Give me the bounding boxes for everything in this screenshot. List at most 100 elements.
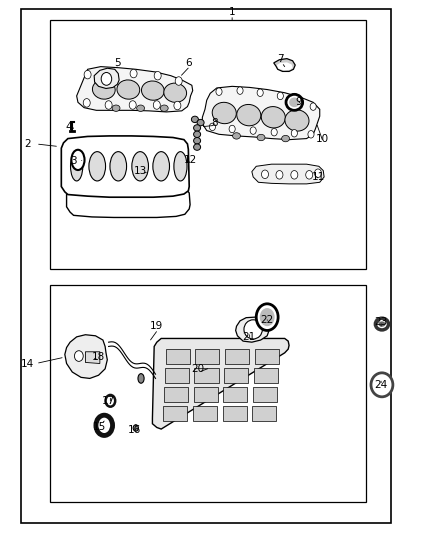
Circle shape: [229, 125, 235, 133]
Circle shape: [133, 425, 138, 431]
Ellipse shape: [174, 152, 187, 181]
Polygon shape: [61, 136, 189, 197]
Circle shape: [310, 103, 316, 110]
Text: 16: 16: [128, 425, 141, 434]
Ellipse shape: [92, 80, 115, 99]
Text: 13: 13: [134, 166, 147, 175]
Polygon shape: [194, 368, 219, 383]
Polygon shape: [202, 86, 320, 140]
Bar: [50, 285, 366, 502]
Ellipse shape: [256, 304, 278, 330]
Text: 12: 12: [184, 155, 197, 165]
Polygon shape: [67, 187, 190, 217]
Circle shape: [154, 71, 161, 80]
Polygon shape: [223, 406, 247, 421]
Ellipse shape: [153, 152, 170, 181]
Text: 17: 17: [102, 396, 115, 406]
Ellipse shape: [285, 110, 309, 131]
Circle shape: [209, 123, 215, 131]
Ellipse shape: [371, 373, 393, 397]
Ellipse shape: [257, 134, 265, 141]
Polygon shape: [165, 368, 189, 383]
Circle shape: [261, 170, 268, 179]
Text: 22: 22: [261, 315, 274, 325]
Circle shape: [306, 171, 313, 179]
Ellipse shape: [237, 104, 261, 126]
Text: 24: 24: [374, 380, 388, 390]
Circle shape: [129, 101, 136, 109]
Ellipse shape: [289, 98, 300, 107]
Polygon shape: [223, 387, 247, 402]
Ellipse shape: [233, 133, 240, 139]
Polygon shape: [193, 406, 217, 421]
Circle shape: [74, 351, 83, 361]
Text: 18: 18: [92, 352, 105, 362]
Circle shape: [271, 128, 277, 136]
Circle shape: [105, 101, 112, 109]
Circle shape: [153, 101, 160, 109]
Polygon shape: [94, 68, 119, 88]
Ellipse shape: [282, 135, 290, 142]
Ellipse shape: [378, 321, 385, 327]
Polygon shape: [252, 164, 324, 184]
Text: 8: 8: [211, 118, 218, 127]
Polygon shape: [195, 349, 219, 364]
Circle shape: [291, 130, 297, 137]
Circle shape: [174, 101, 181, 110]
Polygon shape: [224, 368, 248, 383]
Circle shape: [257, 89, 263, 96]
Ellipse shape: [89, 152, 106, 181]
Text: 5: 5: [114, 58, 121, 68]
Circle shape: [84, 70, 91, 79]
Ellipse shape: [138, 374, 144, 383]
Circle shape: [216, 88, 222, 95]
Ellipse shape: [261, 107, 285, 128]
Ellipse shape: [212, 102, 236, 124]
Bar: [21, 9, 391, 523]
Text: 2: 2: [24, 139, 31, 149]
Text: 20: 20: [191, 364, 205, 374]
Polygon shape: [277, 62, 293, 70]
Circle shape: [101, 72, 112, 85]
Text: 19: 19: [150, 321, 163, 331]
Ellipse shape: [194, 144, 201, 150]
Ellipse shape: [164, 83, 187, 102]
Polygon shape: [85, 352, 100, 364]
Circle shape: [175, 77, 182, 85]
Polygon shape: [152, 338, 289, 429]
Text: 4: 4: [66, 122, 73, 132]
Circle shape: [314, 169, 321, 177]
Polygon shape: [77, 67, 193, 112]
Text: 21: 21: [242, 332, 255, 342]
Text: 6: 6: [185, 58, 192, 68]
Ellipse shape: [71, 150, 85, 170]
Polygon shape: [236, 317, 269, 342]
Polygon shape: [255, 349, 279, 364]
Circle shape: [130, 69, 137, 78]
Polygon shape: [254, 368, 278, 383]
Ellipse shape: [197, 119, 204, 126]
Ellipse shape: [194, 131, 201, 138]
Circle shape: [277, 92, 283, 100]
Polygon shape: [65, 335, 107, 378]
Ellipse shape: [375, 318, 389, 330]
Ellipse shape: [194, 138, 201, 144]
Circle shape: [291, 171, 298, 179]
Ellipse shape: [244, 320, 262, 339]
Circle shape: [106, 69, 113, 77]
Ellipse shape: [137, 105, 145, 111]
Bar: [50, 20, 366, 269]
Ellipse shape: [141, 81, 164, 100]
Text: 15: 15: [93, 423, 106, 432]
Polygon shape: [253, 387, 277, 402]
Polygon shape: [252, 406, 276, 421]
Polygon shape: [225, 349, 249, 364]
Polygon shape: [166, 349, 190, 364]
Polygon shape: [163, 406, 187, 421]
Text: 1: 1: [229, 7, 236, 17]
Ellipse shape: [106, 395, 115, 407]
Ellipse shape: [194, 125, 201, 131]
Text: 23: 23: [374, 318, 388, 327]
Ellipse shape: [117, 80, 140, 99]
Text: 11: 11: [312, 172, 325, 182]
